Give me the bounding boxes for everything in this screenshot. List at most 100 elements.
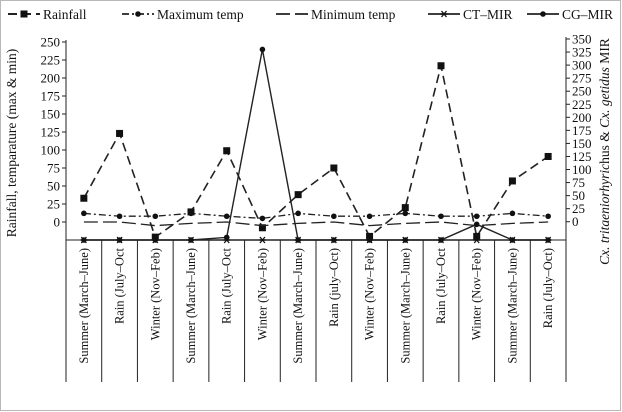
- data-point-maximum-temp: [152, 213, 159, 220]
- category-label: Summer (March–June): [77, 248, 91, 364]
- data-point-ct-mir: [258, 236, 266, 244]
- data-point-maximum-temp: [259, 215, 266, 222]
- data-point-rainfall: [473, 232, 481, 240]
- legend-marker-cg-mir: [540, 11, 546, 17]
- legend-item-cg-mir: CG–MIR: [527, 7, 613, 22]
- legend-label-ct-mir: CT–MIR: [463, 7, 513, 22]
- legend-label-maximum-temp: Maximum temp: [157, 7, 244, 22]
- legend-item-rainfall: Rainfall: [8, 7, 87, 22]
- right-tick-label: 75: [572, 175, 585, 190]
- left-tick-label: 125: [41, 125, 61, 140]
- data-point-cg-mir: [223, 234, 230, 241]
- legend-marker-maximum-temp: [135, 11, 141, 17]
- legend-marker-rainfall: [20, 10, 28, 18]
- right-tick-label: 25: [572, 201, 585, 216]
- series-line-minimum-temp: [83, 221, 549, 227]
- category-label: Summer (March–June): [398, 248, 412, 364]
- right-tick-label: 350: [572, 32, 592, 47]
- data-point-rainfall: [258, 224, 266, 232]
- right-tick-label: 300: [572, 58, 592, 73]
- data-point-rainfall: [544, 152, 552, 160]
- category-labels: Summer (March–June) Rain (July–Oct Winter …: [65, 240, 567, 382]
- left-tick-label: 75: [47, 161, 60, 176]
- data-point-cg-mir: [473, 221, 480, 228]
- series-line-rainfall: [83, 65, 549, 239]
- data-point-maximum-temp: [473, 213, 480, 220]
- legend-label-cg-mir: CG–MIR: [562, 7, 613, 22]
- data-point-cg-mir: [295, 237, 301, 243]
- series-minimum-temp: [83, 221, 549, 227]
- right-tick-label: 325: [572, 45, 592, 60]
- right-tick-label: 50: [572, 188, 585, 203]
- category-label: Winter (Nov–Feb): [148, 248, 162, 340]
- left-tick-label: 250: [41, 35, 61, 50]
- category-label: Summer (March–June): [505, 248, 519, 364]
- legend-marker-ct-mir: [440, 10, 448, 18]
- right-axis-title-part: Cx. tritaeniorhyric: [597, 164, 612, 265]
- data-point-maximum-temp: [438, 213, 444, 220]
- data-point-cg-mir: [259, 46, 266, 53]
- data-point-maximum-temp: [509, 210, 516, 217]
- category-label: Summer (March–June): [291, 248, 305, 364]
- category-label: Rain (July–Oct: [113, 247, 127, 324]
- data-point-maximum-temp: [81, 210, 87, 217]
- category-label: Winter (Nov–Feb): [363, 248, 377, 340]
- data-point-ct-mir-stroke: [473, 236, 480, 244]
- data-point-rainfall: [437, 62, 445, 70]
- right-axis-title-part: Cx. getidus: [597, 67, 612, 128]
- legend-marker-ct-mir-stroke: [441, 10, 447, 18]
- legend-label-rainfall: Rainfall: [43, 7, 87, 22]
- right-tick-label: 175: [572, 123, 592, 138]
- left-tick-label: 200: [41, 71, 61, 86]
- data-point-ct-mir-stroke: [259, 236, 266, 244]
- series-maximum-temp: [81, 210, 551, 222]
- legend: Rainfall Maximum temp Minimum temp CT–MIR CG…: [8, 7, 613, 22]
- data-point-maximum-temp: [545, 213, 551, 220]
- left-tick-label: 50: [47, 179, 60, 194]
- right-axis-title-part: MIR: [597, 38, 612, 67]
- right-tick-label: 250: [572, 84, 592, 99]
- data-point-rainfall: [330, 164, 338, 172]
- data-point-cg-mir: [402, 237, 409, 243]
- data-point-rainfall: [366, 232, 374, 240]
- category-label: Winter (Nov–Feb): [255, 248, 269, 340]
- right-tick-label: 0: [572, 214, 579, 229]
- data-point-cg-mir: [545, 237, 551, 243]
- right-axis-title-part: hus &: [597, 128, 612, 164]
- legend-item-maximum-temp: Maximum temp: [122, 7, 244, 22]
- data-point-cg-mir: [188, 237, 194, 243]
- category-label: Summer (March–June): [184, 248, 198, 364]
- data-point-maximum-temp: [331, 213, 337, 220]
- left-tick-label: 150: [41, 107, 61, 122]
- left-tick-label: 100: [41, 143, 61, 158]
- legend-label-minimum-temp: Minimum temp: [311, 7, 396, 22]
- data-point-cg-mir: [366, 237, 373, 243]
- right-tick-label: 275: [572, 71, 592, 86]
- category-label: Winter (Nov–Feb): [470, 248, 484, 340]
- left-tick-label: 25: [47, 197, 60, 212]
- axes: 0255075100125150175200225250025507510012…: [4, 32, 612, 265]
- data-point-rainfall: [401, 204, 409, 212]
- right-tick-label: 225: [572, 97, 592, 112]
- series-rainfall: [80, 62, 552, 241]
- category-label: Rain (July–Oct: [220, 247, 234, 324]
- data-point-rainfall: [80, 194, 88, 202]
- left-axis-title: Rainfall, temparature (max & min): [4, 49, 19, 238]
- data-point-cg-mir: [331, 237, 337, 243]
- left-tick-label: 225: [41, 53, 61, 68]
- series-cg-mir: [81, 46, 551, 243]
- data-point-maximum-temp: [223, 213, 230, 220]
- data-point-cg-mir: [116, 237, 123, 243]
- legend-item-minimum-temp: Minimum temp: [276, 7, 396, 22]
- series-line-maximum-temp: [83, 212, 549, 220]
- data-point-rainfall: [151, 233, 159, 241]
- data-point-maximum-temp: [402, 210, 409, 217]
- data-point-cg-mir: [81, 237, 87, 243]
- data-point-rainfall: [116, 129, 124, 137]
- category-label: Rain (july–Oct): [327, 248, 341, 327]
- data-point-maximum-temp: [295, 210, 301, 217]
- left-tick-label: 0: [54, 215, 61, 230]
